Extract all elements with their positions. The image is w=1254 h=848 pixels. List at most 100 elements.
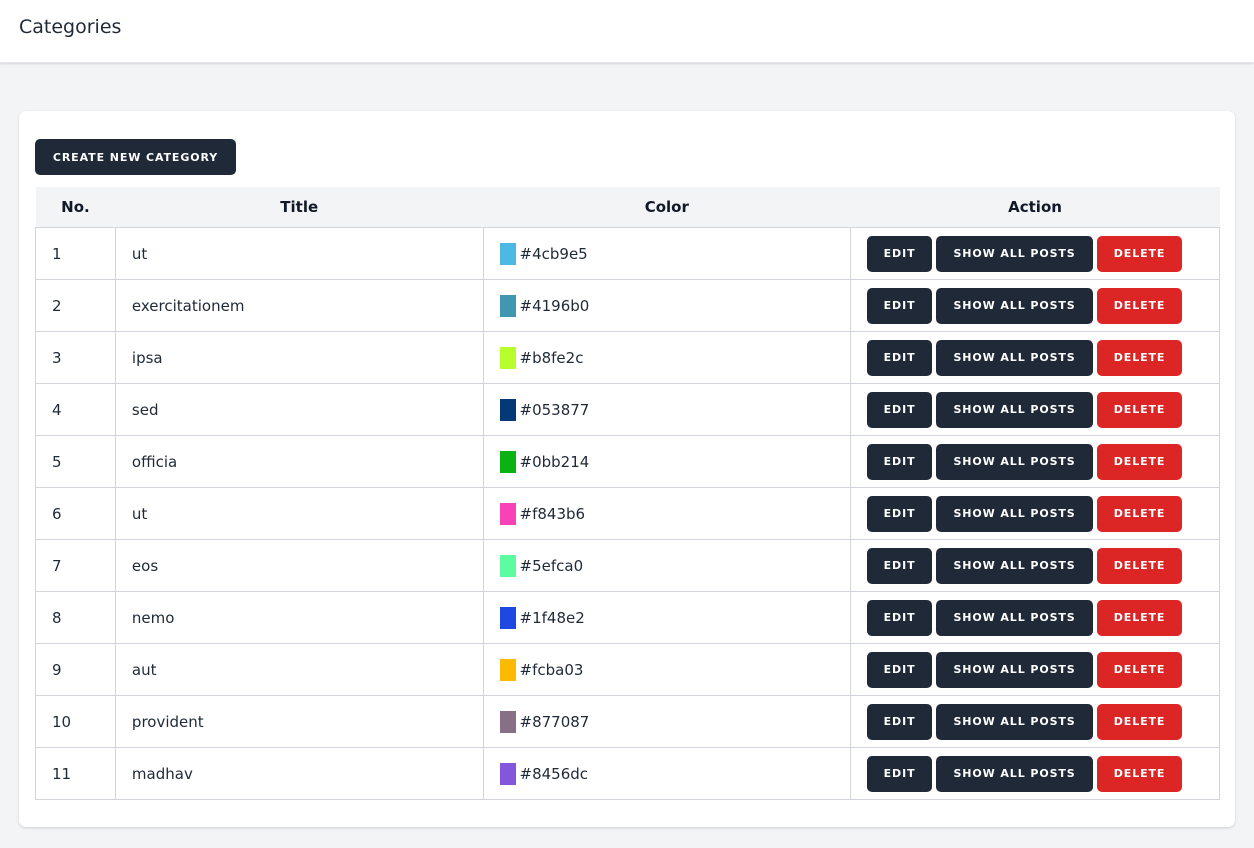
delete-button[interactable]: DELETE xyxy=(1097,651,1183,688)
top-header: Categories xyxy=(0,0,1254,63)
row-color: #4cb9e5 xyxy=(482,227,852,280)
create-category-button[interactable]: CREATE NEW CATEGORY xyxy=(35,139,236,175)
table-row: 9 aut #fcba03 EDIT SHOW ALL POSTS DELETE xyxy=(35,643,1220,696)
row-color: #fcba03 xyxy=(482,643,852,696)
delete-button[interactable]: DELETE xyxy=(1097,235,1183,272)
delete-button[interactable]: DELETE xyxy=(1097,495,1183,532)
show-all-posts-button[interactable]: SHOW ALL POSTS xyxy=(936,339,1094,376)
row-number: 6 xyxy=(35,487,116,540)
show-all-posts-button[interactable]: SHOW ALL POSTS xyxy=(936,443,1094,480)
show-all-posts-button[interactable]: SHOW ALL POSTS xyxy=(936,599,1094,636)
action-buttons: EDIT SHOW ALL POSTS DELETE xyxy=(867,287,1219,324)
delete-button[interactable]: DELETE xyxy=(1097,443,1183,480)
edit-button[interactable]: EDIT xyxy=(867,599,933,636)
row-actions: EDIT SHOW ALL POSTS DELETE xyxy=(850,539,1220,592)
show-all-posts-button[interactable]: SHOW ALL POSTS xyxy=(936,703,1094,740)
edit-button[interactable]: EDIT xyxy=(867,235,933,272)
action-buttons: EDIT SHOW ALL POSTS DELETE xyxy=(867,391,1219,428)
table-row: 5 officia #0bb214 EDIT SHOW ALL POSTS DELETE xyxy=(35,435,1220,488)
table-row: 4 sed #053877 EDIT SHOW ALL POSTS DELETE xyxy=(35,383,1220,436)
color-swatch xyxy=(499,606,516,629)
show-all-posts-button[interactable]: SHOW ALL POSTS xyxy=(936,755,1094,792)
show-all-posts-button[interactable]: SHOW ALL POSTS xyxy=(936,547,1094,584)
delete-button[interactable]: DELETE xyxy=(1097,599,1183,636)
row-actions: EDIT SHOW ALL POSTS DELETE xyxy=(850,695,1220,748)
color-swatch xyxy=(499,658,516,681)
action-buttons: EDIT SHOW ALL POSTS DELETE xyxy=(867,599,1219,636)
action-buttons: EDIT SHOW ALL POSTS DELETE xyxy=(867,235,1219,272)
table-row: 10 provident #877087 EDIT SHOW ALL POSTS DELE… xyxy=(35,695,1220,748)
row-color: #5efca0 xyxy=(482,539,852,592)
color-hex: #053877 xyxy=(519,400,590,419)
color-swatch xyxy=(499,710,516,733)
column-header-title: Title xyxy=(115,187,484,228)
show-all-posts-button[interactable]: SHOW ALL POSTS xyxy=(936,651,1094,688)
row-number: 5 xyxy=(35,435,116,488)
color-hex: #0bb214 xyxy=(519,452,590,471)
edit-button[interactable]: EDIT xyxy=(867,391,933,428)
row-color: #053877 xyxy=(482,383,852,436)
table-row: 3 ipsa #b8fe2c EDIT SHOW ALL POSTS DELETE xyxy=(35,331,1220,384)
color-swatch xyxy=(499,554,516,577)
row-title: ut xyxy=(114,487,484,540)
action-buttons: EDIT SHOW ALL POSTS DELETE xyxy=(867,495,1219,532)
table-header: No. Title Color Action xyxy=(35,187,1220,228)
row-actions: EDIT SHOW ALL POSTS DELETE xyxy=(850,487,1220,540)
edit-button[interactable]: EDIT xyxy=(867,703,933,740)
action-buttons: EDIT SHOW ALL POSTS DELETE xyxy=(867,547,1219,584)
row-actions: EDIT SHOW ALL POSTS DELETE xyxy=(850,383,1220,436)
delete-button[interactable]: DELETE xyxy=(1097,547,1183,584)
row-actions: EDIT SHOW ALL POSTS DELETE xyxy=(850,435,1220,488)
edit-button[interactable]: EDIT xyxy=(867,443,933,480)
edit-button[interactable]: EDIT xyxy=(867,547,933,584)
row-number: 2 xyxy=(35,279,116,332)
color-swatch xyxy=(499,502,516,525)
color-hex: #5efca0 xyxy=(519,556,584,575)
color-swatch xyxy=(499,398,516,421)
row-actions: EDIT SHOW ALL POSTS DELETE xyxy=(850,591,1220,644)
row-title: aut xyxy=(114,643,484,696)
column-header-action: Action xyxy=(850,187,1220,228)
row-title: ut xyxy=(114,227,484,280)
color-hex: #877087 xyxy=(519,712,590,731)
color-hex: #4cb9e5 xyxy=(519,244,588,263)
show-all-posts-button[interactable]: SHOW ALL POSTS xyxy=(936,287,1094,324)
row-actions: EDIT SHOW ALL POSTS DELETE xyxy=(850,279,1220,332)
row-actions: EDIT SHOW ALL POSTS DELETE xyxy=(850,747,1220,800)
row-color: #8456dc xyxy=(482,747,852,800)
delete-button[interactable]: DELETE xyxy=(1097,287,1183,324)
row-title: exercitationem xyxy=(114,279,484,332)
row-number: 3 xyxy=(35,331,116,384)
delete-button[interactable]: DELETE xyxy=(1097,755,1183,792)
categories-card: CREATE NEW CATEGORY No. Title Color Acti… xyxy=(19,111,1235,827)
delete-button[interactable]: DELETE xyxy=(1097,339,1183,376)
action-buttons: EDIT SHOW ALL POSTS DELETE xyxy=(867,443,1219,480)
table-row: 2 exercitationem #4196b0 EDIT SHOW ALL POSTS… xyxy=(35,279,1220,332)
edit-button[interactable]: EDIT xyxy=(867,287,933,324)
row-number: 8 xyxy=(35,591,116,644)
table-row: 8 nemo #1f48e2 EDIT SHOW ALL POSTS DELETE xyxy=(35,591,1220,644)
delete-button[interactable]: DELETE xyxy=(1097,391,1183,428)
row-color: #b8fe2c xyxy=(482,331,852,384)
row-number: 1 xyxy=(35,227,116,280)
row-actions: EDIT SHOW ALL POSTS DELETE xyxy=(850,643,1220,696)
action-buttons: EDIT SHOW ALL POSTS DELETE xyxy=(867,651,1219,688)
color-swatch xyxy=(499,294,516,317)
column-header-color: Color xyxy=(483,187,851,228)
edit-button[interactable]: EDIT xyxy=(867,339,933,376)
row-title: provident xyxy=(114,695,484,748)
show-all-posts-button[interactable]: SHOW ALL POSTS xyxy=(936,235,1094,272)
show-all-posts-button[interactable]: SHOW ALL POSTS xyxy=(936,495,1094,532)
table-row: 7 eos #5efca0 EDIT SHOW ALL POSTS DELETE xyxy=(35,539,1220,592)
row-number: 9 xyxy=(35,643,116,696)
edit-button[interactable]: EDIT xyxy=(867,755,933,792)
edit-button[interactable]: EDIT xyxy=(867,651,933,688)
row-title: eos xyxy=(114,539,484,592)
show-all-posts-button[interactable]: SHOW ALL POSTS xyxy=(936,391,1094,428)
row-actions: EDIT SHOW ALL POSTS DELETE xyxy=(850,331,1220,384)
edit-button[interactable]: EDIT xyxy=(867,495,933,532)
color-swatch xyxy=(499,346,516,369)
delete-button[interactable]: DELETE xyxy=(1097,703,1183,740)
row-number: 4 xyxy=(35,383,116,436)
row-color: #877087 xyxy=(482,695,852,748)
